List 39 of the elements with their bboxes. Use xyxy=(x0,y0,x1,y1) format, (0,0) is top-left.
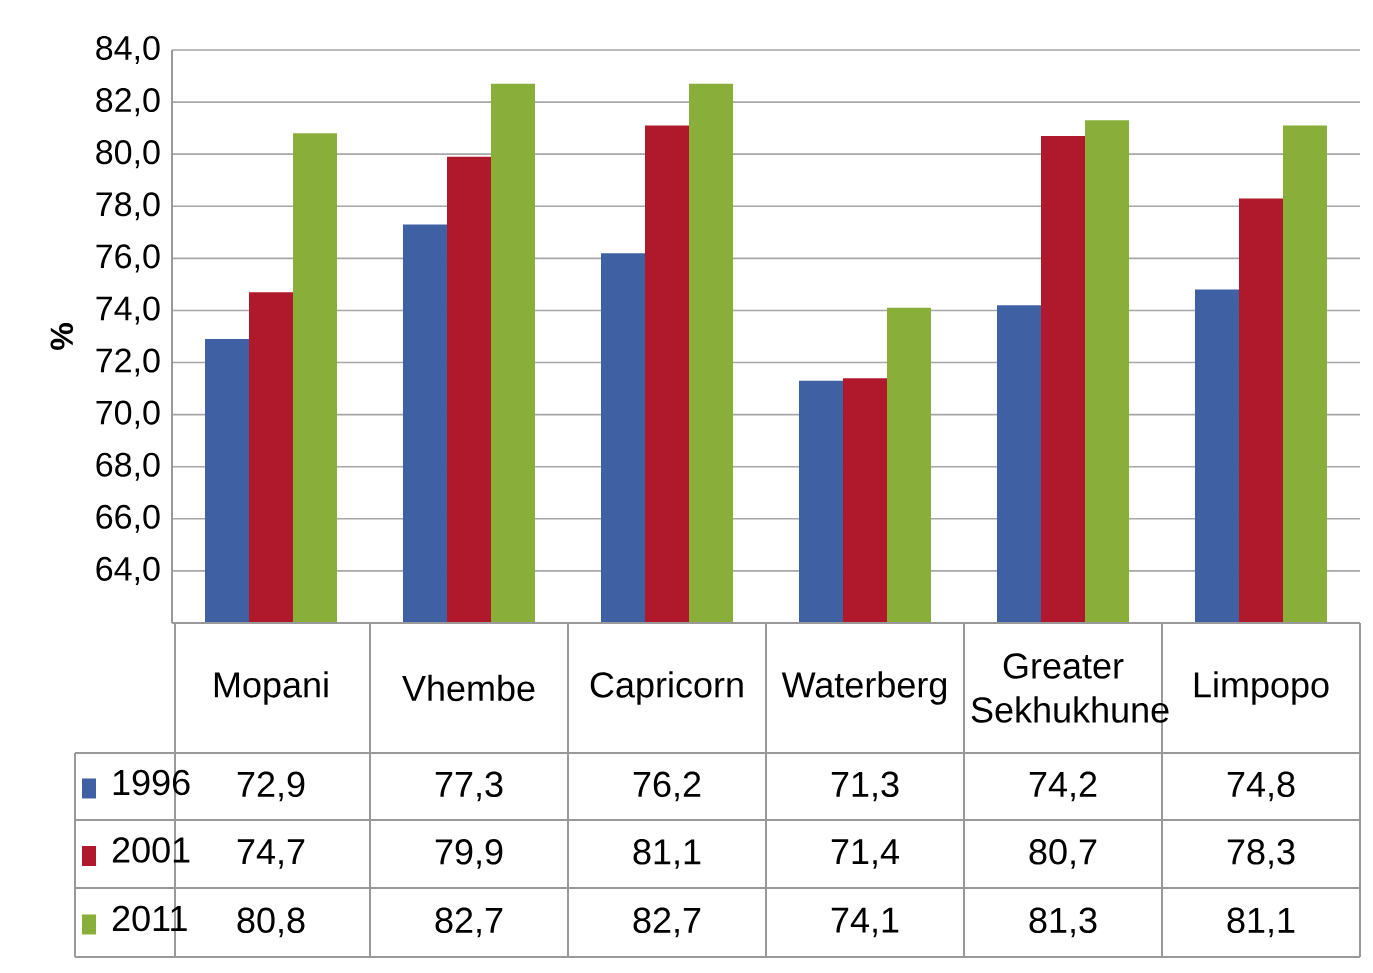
legend-label: 1996 xyxy=(113,769,190,796)
data-label: 78,3 xyxy=(1227,839,1295,869)
data-label: 79,9 xyxy=(435,839,503,869)
y-tick-label: 76,0 xyxy=(96,244,160,273)
data-label: 82,7 xyxy=(435,907,503,938)
data-label: 72,9 xyxy=(237,771,305,802)
data-label: 81,1 xyxy=(1227,907,1295,938)
y-tick-label: 70,0 xyxy=(96,400,160,429)
data-label: 74,2 xyxy=(1029,771,1097,802)
data-label: 71,4 xyxy=(831,839,899,869)
data-label: 77,3 xyxy=(435,771,503,802)
y-axis-title: % xyxy=(50,323,74,350)
data-label: 80,8 xyxy=(237,907,305,938)
x-tick-label: Vhembe xyxy=(402,674,535,702)
y-tick-label: 82,0 xyxy=(96,88,160,117)
data-label: 74,1 xyxy=(831,907,899,938)
data-label: 80,7 xyxy=(1029,839,1097,869)
data-label: 71,3 xyxy=(831,771,899,802)
y-tick-label: 68,0 xyxy=(96,452,160,481)
y-tick-label: 74,0 xyxy=(96,296,160,325)
y-tick-label: 66,0 xyxy=(96,504,160,533)
x-tick-label: Waterberg xyxy=(781,671,947,705)
x-tick-label: Greater Sekhukhune xyxy=(971,653,1169,723)
data-label: 74,8 xyxy=(1227,771,1295,802)
x-tick-label: Mopani xyxy=(214,671,328,705)
y-tick-label: 84,0 xyxy=(96,35,160,65)
data-label: 74,7 xyxy=(237,839,305,869)
data-label: 81,3 xyxy=(1029,907,1097,938)
x-tick-label: Limpopo xyxy=(1194,671,1329,705)
y-tick-label: 72,0 xyxy=(96,348,160,377)
data-label: 81,1 xyxy=(633,839,701,869)
data-label: 82,7 xyxy=(633,907,701,938)
data-label: 76,2 xyxy=(633,771,701,802)
legend-label: 2001 xyxy=(112,837,190,863)
y-tick-label: 80,0 xyxy=(96,140,160,169)
y-tick-label: 64,0 xyxy=(96,556,160,585)
y-tick-label: 78,0 xyxy=(96,192,160,221)
legend-label: 2011 xyxy=(112,905,187,932)
x-tick-label: Capricorn xyxy=(590,671,743,705)
